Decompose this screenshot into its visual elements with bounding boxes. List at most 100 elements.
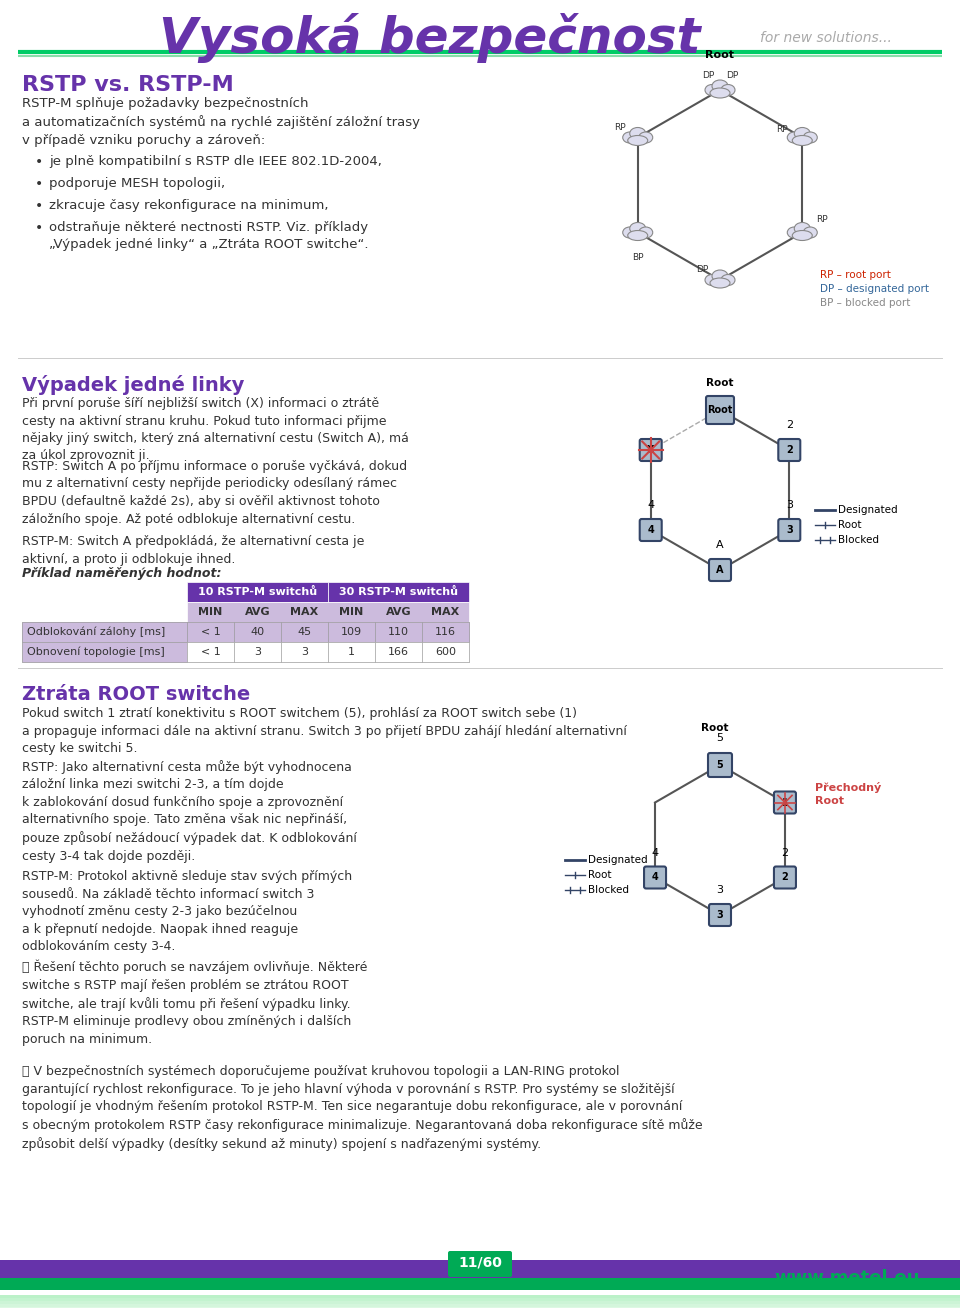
- FancyBboxPatch shape: [779, 439, 801, 460]
- Text: X: X: [647, 445, 655, 455]
- Text: 1: 1: [348, 647, 355, 657]
- Ellipse shape: [623, 132, 636, 143]
- Text: 3: 3: [786, 525, 793, 535]
- Text: Root: Root: [706, 50, 734, 60]
- Text: Ztráta ROOT switche: Ztráta ROOT switche: [22, 685, 251, 704]
- Text: podporuje MESH topologii,: podporuje MESH topologii,: [49, 177, 226, 190]
- Text: Root: Root: [708, 405, 732, 415]
- FancyBboxPatch shape: [234, 642, 281, 662]
- Text: Odblokování zálohy [ms]: Odblokování zálohy [ms]: [27, 627, 165, 637]
- Text: •: •: [35, 156, 43, 169]
- Text: RP – root port: RP – root port: [820, 269, 891, 280]
- Text: 2: 2: [785, 420, 793, 430]
- Text: Příklad naměřených hodnot:: Příklad naměřených hodnot:: [22, 566, 222, 579]
- Text: 1: 1: [781, 798, 788, 807]
- FancyBboxPatch shape: [22, 623, 469, 642]
- Text: RSTP-M splňuje požadavky bezpečnostních
a automatizačních systémů na rychlé zaji: RSTP-M splňuje požadavky bezpečnostních …: [22, 97, 420, 148]
- FancyBboxPatch shape: [281, 642, 328, 662]
- FancyBboxPatch shape: [187, 642, 234, 662]
- Text: AVG: AVG: [245, 607, 271, 617]
- FancyBboxPatch shape: [187, 623, 234, 642]
- Ellipse shape: [628, 230, 648, 241]
- Text: 11/60: 11/60: [458, 1256, 502, 1270]
- Text: DP: DP: [702, 71, 714, 80]
- FancyBboxPatch shape: [0, 1295, 960, 1298]
- FancyBboxPatch shape: [0, 1298, 960, 1301]
- Text: Při první poruše šíří nejbližší switch (X) informaci o ztrátě
cesty na aktivní s: Při první poruše šíří nejbližší switch (…: [22, 398, 409, 463]
- FancyBboxPatch shape: [774, 866, 796, 888]
- FancyBboxPatch shape: [187, 602, 469, 623]
- FancyBboxPatch shape: [774, 791, 796, 814]
- Ellipse shape: [638, 228, 653, 238]
- Text: 10 RSTP-M switchů: 10 RSTP-M switchů: [198, 587, 317, 596]
- Text: 45: 45: [298, 627, 312, 637]
- Text: 3: 3: [716, 910, 724, 920]
- Text: Přechodný: Přechodný: [815, 782, 881, 793]
- Text: Blocked: Blocked: [838, 535, 879, 545]
- Text: A: A: [716, 565, 724, 576]
- Ellipse shape: [794, 127, 810, 140]
- Text: •: •: [35, 177, 43, 191]
- Text: AVG: AVG: [386, 607, 411, 617]
- Ellipse shape: [628, 136, 648, 145]
- FancyBboxPatch shape: [187, 582, 328, 602]
- Ellipse shape: [710, 88, 730, 98]
- Text: 3: 3: [716, 886, 724, 895]
- Text: Blocked: Blocked: [588, 886, 629, 895]
- Text: DP – designated port: DP – designated port: [820, 284, 929, 294]
- Text: ⌸ Řešení těchto poruch se navzájem ovlivňuje. Některé
switche s RSTP mají řešen : ⌸ Řešení těchto poruch se navzájem ovliv…: [22, 960, 368, 1046]
- Ellipse shape: [712, 269, 728, 283]
- Text: •: •: [35, 199, 43, 213]
- FancyBboxPatch shape: [0, 1301, 960, 1304]
- Text: RP: RP: [816, 216, 828, 225]
- Text: RSTP vs. RSTP-M: RSTP vs. RSTP-M: [22, 75, 233, 95]
- Ellipse shape: [792, 136, 812, 145]
- Ellipse shape: [638, 132, 653, 143]
- Text: for new solutions...: for new solutions...: [760, 31, 892, 44]
- FancyBboxPatch shape: [639, 439, 661, 460]
- FancyBboxPatch shape: [22, 623, 187, 642]
- Text: MIN: MIN: [340, 607, 364, 617]
- FancyBboxPatch shape: [0, 1304, 960, 1307]
- FancyBboxPatch shape: [375, 642, 422, 662]
- FancyBboxPatch shape: [708, 753, 732, 777]
- Text: RP: RP: [613, 123, 626, 132]
- FancyBboxPatch shape: [779, 519, 801, 542]
- Ellipse shape: [721, 275, 735, 285]
- Ellipse shape: [630, 222, 646, 234]
- FancyBboxPatch shape: [709, 904, 731, 926]
- FancyBboxPatch shape: [281, 623, 328, 642]
- FancyBboxPatch shape: [644, 866, 666, 888]
- Ellipse shape: [712, 80, 728, 92]
- Text: 3: 3: [254, 647, 261, 657]
- Ellipse shape: [721, 85, 735, 95]
- Text: RP: RP: [777, 126, 788, 135]
- Text: 600: 600: [435, 647, 456, 657]
- Ellipse shape: [787, 132, 802, 143]
- FancyBboxPatch shape: [422, 623, 469, 642]
- Text: Root: Root: [815, 795, 844, 806]
- Text: Root: Root: [707, 378, 733, 388]
- Text: MAX: MAX: [431, 607, 460, 617]
- Text: Vysoká bezpečnost: Vysoká bezpečnost: [159, 13, 701, 63]
- FancyBboxPatch shape: [706, 396, 734, 424]
- Text: MIN: MIN: [199, 607, 223, 617]
- Text: RSTP-M: Protokol aktivně sleduje stav svých přímých
sousedů. Na základě těchto i: RSTP-M: Protokol aktivně sleduje stav sv…: [22, 870, 352, 954]
- Text: Výpadek jedné linky: Výpadek jedné linky: [22, 375, 245, 395]
- FancyBboxPatch shape: [22, 642, 469, 662]
- Text: Designated: Designated: [588, 855, 648, 865]
- Text: www.metel.eu: www.metel.eu: [775, 1269, 920, 1287]
- Text: RSTP-M: Switch A předpokládá, že alternativní cesta je
aktivní, a proto ji odblo: RSTP-M: Switch A předpokládá, že alterna…: [22, 535, 365, 565]
- FancyBboxPatch shape: [709, 559, 731, 581]
- Text: Root: Root: [701, 723, 729, 732]
- Text: 5: 5: [716, 760, 724, 770]
- Ellipse shape: [794, 222, 810, 234]
- Text: 4: 4: [647, 525, 654, 535]
- Text: 40: 40: [251, 627, 265, 637]
- Text: Pokud switch 1 ztratí konektivitu s ROOT switchem (5), prohlásí za ROOT switch s: Pokud switch 1 ztratí konektivitu s ROOT…: [22, 708, 627, 755]
- Ellipse shape: [630, 127, 646, 140]
- Text: BP – blocked port: BP – blocked port: [820, 298, 910, 307]
- Text: 3: 3: [786, 500, 793, 510]
- Text: 109: 109: [341, 627, 362, 637]
- Ellipse shape: [623, 228, 636, 238]
